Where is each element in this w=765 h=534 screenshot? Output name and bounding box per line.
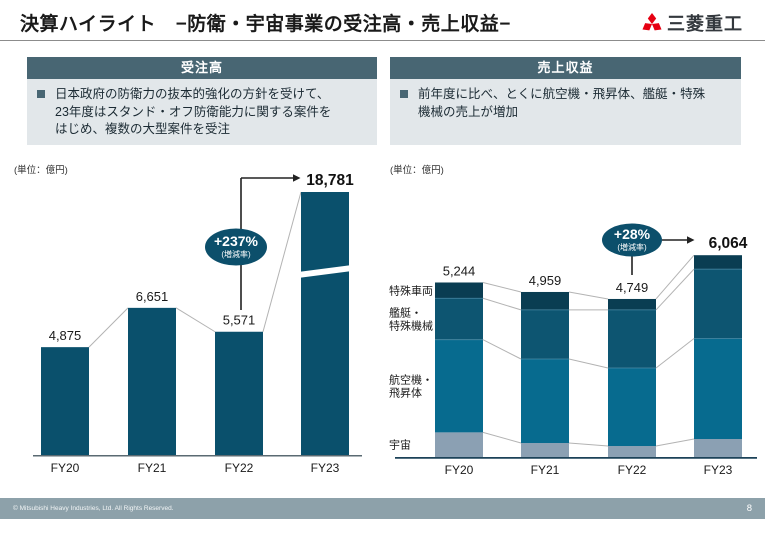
x-tick-FY23: FY23	[311, 461, 340, 475]
footer: © Mitsubishi Heavy Industries, Ltd. All …	[0, 498, 765, 519]
revenue-total-label-FY22: 4,749	[616, 280, 649, 295]
orders-text-line-1: 日本政府の防衛力の抜本的強化の方針を受けて、	[55, 87, 330, 101]
connector-line	[482, 339, 522, 360]
revenue-segment-FY22-4	[608, 298, 656, 310]
growth-rate-label: +28%	[614, 226, 651, 242]
revenue-total-label-FY21: 4,959	[529, 273, 562, 288]
connector-line	[655, 338, 695, 369]
revenue-segment-FY21-1	[521, 443, 569, 457]
growth-rate-sublabel: (増減率)	[617, 242, 647, 252]
revenue-segment-FY23-2	[694, 338, 742, 440]
growth-badge	[205, 228, 267, 266]
revenue-panel-body: 前年度に比べ、とくに航空機・飛昇体、艦艇・特殊 機械の売上が増加	[390, 79, 741, 145]
arrowhead-icon	[687, 236, 695, 244]
company-logo: 三菱重工	[639, 10, 743, 36]
growth-badge	[602, 223, 662, 257]
connector-line	[655, 438, 695, 447]
orders-value-label-FY22: 5,571	[223, 313, 256, 328]
orders-text-line-3: はじめ、複数の大型案件を受注	[55, 122, 231, 136]
x-tick-FY20: FY20	[51, 461, 80, 475]
orders-bar-FY22	[215, 331, 263, 455]
revenue-segment-FY20-1	[435, 432, 483, 457]
page-number: 8	[746, 503, 752, 514]
revenue-segment-FY21-2	[521, 358, 569, 444]
revenue-panel-header: 売上収益	[390, 57, 741, 79]
revenue-segment-FY23-1	[694, 439, 742, 457]
copyright-text: © Mitsubishi Heavy Industries, Ltd. All …	[13, 505, 174, 512]
revenue-segment-FY22-3	[608, 309, 656, 368]
growth-rate-sublabel: (増減率)	[221, 249, 251, 259]
orders-value-label-FY20: 4,875	[49, 328, 82, 343]
revenue-panel: 売上収益 前年度に比べ、とくに航空機・飛昇体、艦艇・特殊 機械の売上が増加	[390, 57, 741, 145]
series-label-3: 特殊機械	[389, 318, 433, 332]
x-tick-FY20: FY20	[445, 463, 474, 477]
revenue-segment-FY20-3	[435, 298, 483, 340]
revenue-segment-FY23-3	[694, 269, 742, 339]
orders-unit-label: (単位：億円)	[14, 164, 68, 176]
connector-line	[568, 442, 609, 447]
orders-bar-FY20	[41, 347, 89, 455]
page-title: 決算ハイライト −防衛・宇宙事業の受注高・売上収益−	[20, 14, 511, 35]
growth-rate-label: +237%	[214, 233, 259, 249]
revenue-segment-FY21-4	[521, 291, 569, 310]
orders-text-line-2: 23年度はスタンド・オフ防衛能力に関する案件を	[55, 104, 332, 119]
connector-line	[655, 268, 695, 311]
series-label-3: 艦艇・	[389, 305, 422, 319]
revenue-text-line-2: 機械の売上が増加	[418, 104, 519, 119]
revenue-segment-FY22-2	[608, 367, 656, 447]
series-label-4: 特殊車両	[389, 283, 433, 297]
revenue-segment-FY22-1	[608, 446, 656, 457]
bullet-square-icon	[37, 90, 45, 98]
orders-panel-header: 受注高	[27, 57, 377, 79]
revenue-segment-FY23-4	[694, 255, 742, 270]
connector-line	[482, 297, 522, 311]
x-tick-FY21: FY21	[531, 463, 560, 477]
x-tick-FY22: FY22	[225, 461, 254, 475]
revenue-panel-text: 前年度に比べ、とくに航空機・飛昇体、艦艇・特殊 機械の売上が増加	[418, 86, 733, 121]
orders-panel: 受注高 日本政府の防衛力の抜本的強化の方針を受けて、 23年度はスタンド・オフ防…	[27, 57, 377, 145]
connector-line	[482, 431, 522, 444]
orders-panel-body: 日本政府の防衛力の抜本的強化の方針を受けて、 23年度はスタンド・オフ防衛能力に…	[27, 79, 377, 145]
series-label-2: 飛昇体	[389, 386, 422, 400]
revenue-segment-FY21-3	[521, 309, 569, 359]
orders-panel-text: 日本政府の防衛力の抜本的強化の方針を受けて、 23年度はスタンド・オフ防衛能力に…	[55, 86, 369, 139]
mitsubishi-three-diamond-icon	[642, 13, 662, 31]
x-tick-FY21: FY21	[138, 461, 167, 475]
arrowhead-icon	[293, 174, 301, 182]
series-label-1: 宇宙	[389, 438, 411, 452]
revenue-text-line-1: 前年度に比べ、とくに航空機・飛昇体、艦艇・特殊	[418, 87, 706, 101]
logo-text: 三菱重工	[667, 14, 743, 34]
axis-break-mark	[298, 265, 352, 278]
revenue-segment-FY20-2	[435, 339, 483, 433]
x-tick-FY23: FY23	[704, 463, 733, 477]
orders-value-label-FY23: 18,781	[306, 172, 354, 189]
connector-line	[655, 254, 695, 300]
connector-line	[175, 307, 216, 333]
connector-line	[88, 307, 129, 348]
connector-line	[568, 358, 609, 369]
orders-bar-FY23	[301, 192, 349, 455]
connector-line	[568, 291, 609, 300]
connector-line	[262, 191, 302, 332]
orders-value-label-FY21: 6,651	[136, 289, 169, 304]
revenue-unit-label: (単位：億円)	[390, 164, 444, 176]
orders-bar-FY21	[128, 307, 176, 455]
revenue-segment-FY20-4	[435, 282, 483, 299]
revenue-total-label-FY20: 5,244	[443, 263, 476, 278]
orders-bar-chart: (単位：億円) 4,875 6,651 5,571 18,781 FY20 FY21 FY22…	[14, 164, 362, 475]
revenue-total-label-FY23: 6,064	[709, 235, 748, 252]
title-underline	[0, 40, 765, 41]
x-tick-FY22: FY22	[618, 463, 647, 477]
connector-line	[482, 282, 522, 293]
series-label-2: 航空機・	[389, 373, 433, 387]
bullet-square-icon	[400, 90, 408, 98]
